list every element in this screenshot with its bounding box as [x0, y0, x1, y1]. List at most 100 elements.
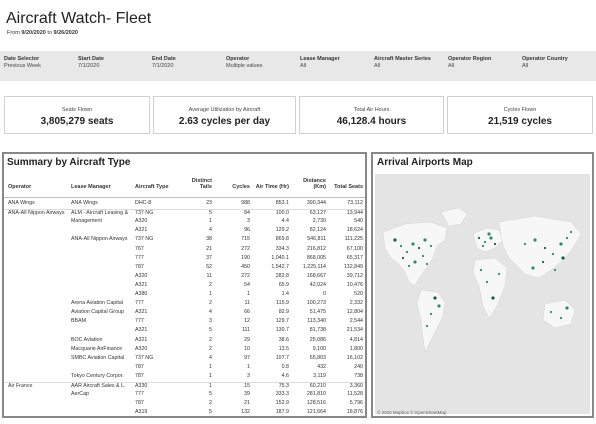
airport-marker[interactable]: [417, 246, 421, 250]
table-row[interactable]: Air France AAR Aircraft Sales & L. A330 1 15…: [4, 382, 365, 389]
table-row[interactable]: Arena Aviation Capital 777 2 11 115.9 100,273…: [4, 300, 365, 307]
cell-total-seats: 11,528: [347, 391, 363, 398]
airport-marker[interactable]: [523, 242, 527, 246]
airport-marker[interactable]: [429, 244, 433, 248]
airport-marker[interactable]: [413, 260, 417, 264]
map-attribution: © 2020 Mapbox © OpenStreetMap: [377, 410, 447, 415]
filter-operator[interactable]: Operator Multiple values: [226, 56, 262, 70]
cell-total-seats: 67,100: [346, 245, 363, 252]
cell-distinct-tails: 21: [206, 245, 212, 252]
column-header-distinct-tails[interactable]: Distinct Tails: [191, 178, 212, 190]
table-row[interactable]: BOC Aviation A321 2 29 38.6 25,086 4,814: [4, 337, 365, 344]
airport-marker[interactable]: [483, 240, 487, 244]
airport-marker[interactable]: [487, 232, 491, 236]
table-row[interactable]: 767 21 272 334.3 216,812 67,100: [4, 246, 365, 253]
airport-marker[interactable]: [565, 306, 569, 310]
cell-distinct-tails: 38: [206, 236, 212, 243]
table-row[interactable]: A320 11 272 282.8 168,667 39,712: [4, 273, 365, 280]
filter-lease-manager[interactable]: Lease Manager All: [300, 56, 340, 70]
airport-marker[interactable]: [401, 256, 405, 260]
column-header-air-time[interactable]: Air Time (Hr): [255, 184, 289, 190]
airport-marker[interactable]: [533, 238, 537, 242]
cell-total-seats: 540: [354, 218, 363, 225]
airport-marker[interactable]: [559, 316, 563, 320]
cell-distance: 3,119: [313, 372, 326, 379]
airport-marker[interactable]: [399, 244, 403, 248]
column-header-operator[interactable]: Operator: [8, 184, 32, 190]
column-header-aircraft-type[interactable]: Aircraft Type: [135, 184, 169, 190]
airport-marker[interactable]: [569, 230, 573, 234]
column-header-lease-manager[interactable]: Lease Manager: [71, 184, 111, 190]
filter-aircraft-master-series[interactable]: Aircraft Master Series All: [374, 56, 431, 70]
cell-air-time: 115.9: [276, 300, 289, 307]
summary-panel: Summary by Aircraft Type Operator Lease …: [2, 152, 367, 418]
airport-marker[interactable]: [531, 266, 535, 270]
airport-marker[interactable]: [425, 262, 429, 266]
cell-cycles: 1: [247, 363, 250, 370]
airport-marker[interactable]: [407, 264, 411, 268]
table-row[interactable]: 787 52 450 1,542.7 1,225,114 132,849: [4, 264, 365, 271]
table-row[interactable]: A321 5 111 130.7 81,738 21,534: [4, 327, 365, 334]
airport-marker[interactable]: [549, 310, 553, 314]
table-row[interactable]: 787 1 1 0.8 432 240: [4, 364, 365, 371]
table-row[interactable]: AerCap 777 5 39 333.3 281,810 11,528: [4, 391, 365, 398]
table-row[interactable]: 787 2 21 152.9 128,516 5,796: [4, 400, 365, 407]
airport-marker[interactable]: [541, 260, 545, 264]
table-row[interactable]: SMBC Aviation Capital 737 NG 4 97 107.7 65,80…: [4, 355, 365, 362]
kpi-value: 46,128.4 hours: [336, 116, 407, 127]
table-row[interactable]: A321 4 96 129.2 82,124 18,624: [4, 227, 365, 234]
table-row[interactable]: A321 2 54 65.9 42,024 10,476: [4, 282, 365, 289]
table-row[interactable]: A380 1 1 1.4 0 520: [4, 291, 365, 298]
table-row[interactable]: ANA-All Nippon Airways 737 NG 38 715 869.8 54…: [4, 236, 365, 243]
arrival-airports-map[interactable]: [375, 174, 590, 414]
airport-marker[interactable]: [437, 304, 441, 308]
airport-marker[interactable]: [477, 236, 481, 240]
airport-marker[interactable]: [411, 242, 415, 246]
airport-marker[interactable]: [393, 238, 397, 242]
airport-marker[interactable]: [543, 246, 547, 250]
filter-value: Previous Week: [4, 63, 41, 69]
table-row[interactable]: ANA-All Nippon Airways ALM - Aircraft Lea…: [4, 209, 365, 216]
column-header-distance[interactable]: Distance (Km): [303, 178, 326, 190]
cell-distance: 82,124: [309, 227, 326, 234]
airport-marker[interactable]: [481, 244, 485, 248]
cell-total-seats: 12,804: [346, 309, 363, 316]
airport-marker[interactable]: [491, 296, 495, 300]
table-row[interactable]: ANA Wings ANA Wings DHC-8 23 988 853.1 390,344…: [4, 200, 365, 207]
filter-end-date[interactable]: End Date 7/1/2020: [152, 56, 176, 70]
cell-cycles: 132: [241, 409, 250, 416]
filter-date-selector[interactable]: Date Selector Previous Week: [4, 56, 41, 70]
table-row[interactable]: BBAM 777 3 12 129.7 113,340 2,544: [4, 318, 365, 325]
airport-marker[interactable]: [425, 324, 429, 328]
airport-marker[interactable]: [421, 254, 425, 258]
airport-marker[interactable]: [489, 236, 493, 240]
cell-air-time: 65.9: [278, 281, 289, 288]
table-row[interactable]: 777 37 190 1,040.1 868,005 65,317: [4, 255, 365, 262]
column-header-total-seats[interactable]: Total Seats: [334, 184, 363, 190]
kpi-label: Seats Flown: [61, 107, 93, 113]
table-row[interactable]: Management A320 1 3 4.4 2,730 540: [4, 218, 365, 225]
airport-marker[interactable]: [553, 268, 557, 272]
cell-cycles: 84: [244, 210, 250, 217]
table-row[interactable]: A319 5 132 187.9 121,664 18,876: [4, 409, 365, 416]
airport-marker[interactable]: [551, 252, 555, 256]
filter-operator-region[interactable]: Operator Region All: [448, 56, 491, 70]
column-header-cycles[interactable]: Cycles: [232, 184, 250, 190]
airport-marker[interactable]: [405, 250, 409, 254]
table-row[interactable]: Macquarie AirFinance A320 2 10 13.5 9,100 1,80…: [4, 346, 365, 353]
airport-marker[interactable]: [433, 296, 437, 300]
airport-marker[interactable]: [479, 268, 483, 272]
airport-marker[interactable]: [429, 312, 433, 316]
airport-marker[interactable]: [423, 238, 427, 242]
airport-marker[interactable]: [497, 272, 501, 276]
airport-marker[interactable]: [485, 280, 489, 284]
filter-start-date[interactable]: Start Date 7/1/2020: [78, 56, 104, 70]
airport-marker[interactable]: [561, 256, 565, 260]
table-row[interactable]: Aviation Capital Group A321 4 66 82.9 51,475 1…: [4, 309, 365, 316]
table-row[interactable]: Tokyo Century Corpor. 787 1 3 4.6 3,119 738: [4, 373, 365, 380]
filter-label: Operator Country: [522, 56, 568, 62]
airport-marker[interactable]: [493, 242, 497, 246]
airport-marker[interactable]: [565, 236, 569, 240]
airport-marker[interactable]: [559, 242, 563, 246]
filter-operator-country[interactable]: Operator Country All: [522, 56, 568, 70]
